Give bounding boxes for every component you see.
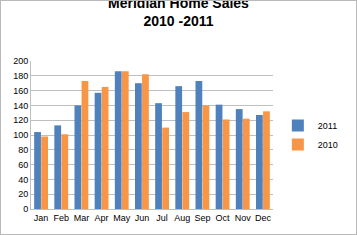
svg-text:100: 100 (13, 130, 28, 140)
svg-text:Aug: Aug (174, 213, 190, 223)
svg-text:Jul: Jul (156, 213, 168, 223)
svg-text:Meridian Home Sales2010 -2011: Meridian Home Sales2010 -2011 (108, 1, 249, 29)
svg-text:40: 40 (18, 175, 28, 185)
svg-text:140: 140 (13, 101, 28, 111)
svg-text:160: 160 (13, 86, 28, 96)
svg-text:0: 0 (23, 204, 28, 214)
svg-text:120: 120 (13, 115, 28, 125)
svg-text:20: 20 (18, 189, 28, 199)
svg-text:60: 60 (18, 160, 28, 170)
svg-text:2011: 2011 (318, 121, 337, 131)
svg-text:Jan: Jan (34, 213, 49, 223)
svg-text:Dec: Dec (255, 213, 272, 223)
svg-text:80: 80 (18, 145, 28, 155)
svg-text:Jun: Jun (135, 213, 150, 223)
svg-text:Apr: Apr (95, 213, 109, 223)
svg-text:2010: 2010 (318, 140, 338, 150)
svg-text:Nov: Nov (235, 213, 252, 223)
svg-text:180: 180 (13, 71, 28, 81)
svg-text:Sep: Sep (194, 213, 210, 223)
svg-text:Feb: Feb (53, 213, 69, 223)
svg-text:Mar: Mar (74, 213, 90, 223)
svg-text:May: May (113, 213, 131, 223)
svg-text:200: 200 (13, 56, 28, 66)
svg-text:Oct: Oct (216, 213, 231, 223)
